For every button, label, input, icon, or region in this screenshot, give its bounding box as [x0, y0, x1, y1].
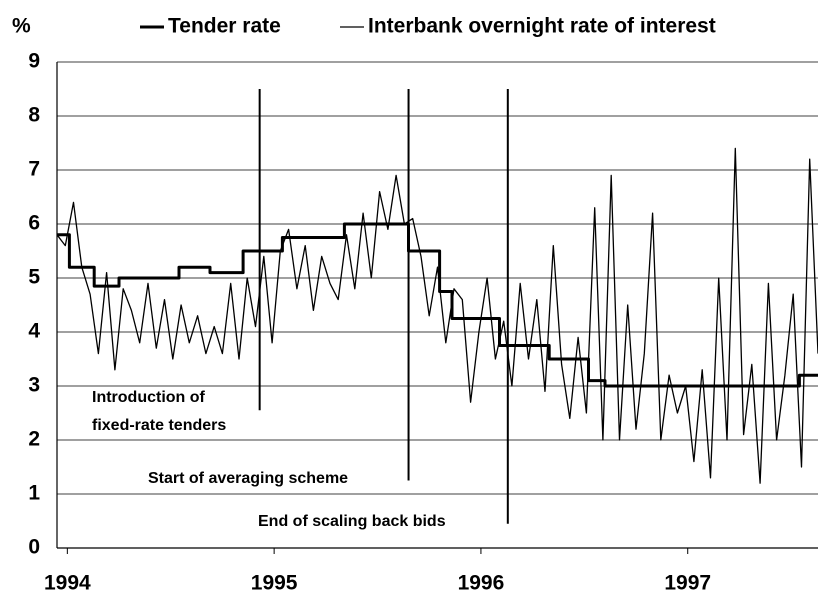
annotation-text: End of scaling back bids	[258, 513, 446, 530]
legend-label: Tender rate	[168, 15, 281, 38]
y-tick-label: 0	[28, 536, 40, 559]
x-tick-label: 1994	[44, 572, 91, 595]
y-tick-label: 7	[28, 158, 40, 181]
y-tick-label: 8	[28, 104, 40, 127]
annotation-text: Introduction of	[92, 389, 206, 406]
y-tick-label: 6	[28, 212, 40, 235]
x-tick-label: 1997	[664, 572, 711, 595]
annotation-text: Start of averaging scheme	[148, 470, 348, 487]
y-tick-label: 3	[28, 374, 40, 397]
y-tick-label: 5	[28, 266, 40, 289]
y-tick-label: 9	[28, 50, 40, 73]
x-tick-label: 1996	[458, 572, 505, 595]
annotation-text: fixed-rate tenders	[92, 417, 226, 434]
y-tick-label: 4	[28, 320, 40, 343]
y-tick-label: 2	[28, 428, 40, 451]
x-tick-label: 1995	[251, 572, 298, 595]
y-tick-label: 1	[28, 482, 40, 505]
line-series	[57, 222, 818, 388]
line-series	[56, 147, 818, 484]
y-axis-label: %	[12, 15, 31, 38]
legend-label: Interbank overnight rate of interest	[368, 15, 716, 38]
